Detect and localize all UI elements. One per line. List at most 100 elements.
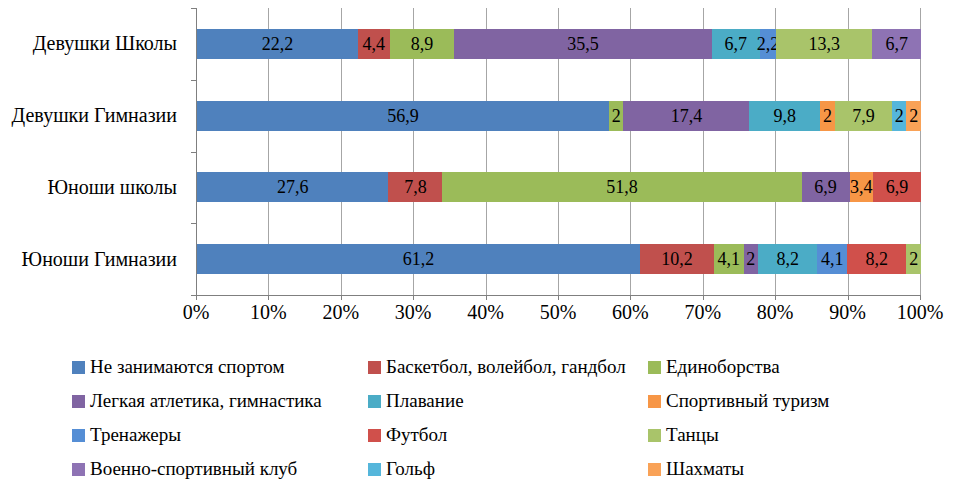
bar-segment-label: 13,3	[808, 35, 840, 53]
bar-segment: 27,6	[197, 172, 388, 202]
legend-swatch	[648, 395, 661, 408]
bar-segment: 6,7	[712, 29, 761, 59]
bar-segment: 8,2	[758, 244, 817, 274]
bar-segment: 17,4	[623, 101, 749, 131]
x-axis-tick	[920, 296, 921, 300]
legend-item: Легкая атлетика, гимнастика	[72, 384, 368, 418]
bar-segment-label: 27,6	[277, 178, 309, 196]
stacked-bar: 27,67,851,86,93,46,9	[197, 172, 921, 202]
x-axis-tick-label: 70%	[684, 301, 721, 324]
bar-segment-label: 22,2	[262, 35, 294, 53]
legend-item: Футбол	[368, 418, 648, 452]
bar-segment-label: 35,5	[567, 35, 599, 53]
legend-swatch	[648, 361, 661, 374]
x-axis-tick	[558, 296, 559, 300]
bar-segment-label: 10,2	[661, 250, 693, 268]
bar-segment-label: 2	[823, 107, 832, 125]
legend-label: Баскетбол, волейбол, гандбол	[386, 356, 626, 378]
legend-item: Не занимаются спортом	[72, 350, 368, 384]
chart-canvas: 22,24,48,935,56,72,213,36,756,9217,49,82…	[0, 0, 954, 496]
bar-segment: 8,9	[390, 29, 455, 59]
bar-segment: 3,4	[850, 172, 874, 202]
legend-swatch	[368, 463, 381, 476]
bar-segment: 8,2	[847, 244, 906, 274]
legend-item: Баскетбол, волейбол, гандбол	[368, 350, 648, 384]
bar-segment: 4,1	[817, 244, 847, 274]
legend-item: Военно-спортивный клуб	[72, 452, 368, 486]
bar-segment-label: 7,8	[404, 178, 427, 196]
legend-swatch	[72, 463, 85, 476]
legend-item: Единоборства	[648, 350, 932, 384]
legend: Не занимаются спортом Баскетбол, волейбол…	[72, 350, 932, 486]
y-axis-tick	[191, 223, 196, 224]
bar-segment: 6,9	[802, 172, 850, 202]
stacked-bar: 22,24,48,935,56,72,213,36,7	[197, 29, 921, 59]
bar-segment: 56,9	[197, 101, 609, 131]
legend-swatch	[648, 429, 661, 442]
category-label: Девушки Гимназии	[0, 80, 186, 152]
x-axis-tick-label: 40%	[467, 301, 504, 324]
category-label: Юноши Гимназии	[0, 223, 186, 295]
x-axis-tick-label: 60%	[612, 301, 649, 324]
plot-area: 22,24,48,935,56,72,213,36,756,9217,49,82…	[196, 8, 921, 296]
legend-swatch	[72, 429, 85, 442]
bar-segment-label: 3,4	[850, 178, 873, 196]
bar-segment: 4,1	[714, 244, 744, 274]
bar-segment-label: 2	[909, 107, 918, 125]
legend-item: Шахматы	[648, 452, 932, 486]
x-axis-tick	[196, 296, 197, 300]
legend-label: Легкая атлетика, гимнастика	[90, 390, 322, 412]
bar-segment-label: 4,1	[821, 250, 844, 268]
bar-segment-label: 8,2	[866, 250, 889, 268]
x-axis-tick-label: 80%	[757, 301, 794, 324]
legend-label: Не занимаются спортом	[90, 356, 284, 378]
bar-segment: 2	[906, 101, 920, 131]
category-label: Девушки Школы	[0, 8, 186, 80]
x-axis-tick-label: 0%	[183, 301, 210, 324]
legend-swatch	[368, 361, 381, 374]
y-axis-tick	[191, 152, 196, 153]
x-axis-tick	[630, 296, 631, 300]
legend-label: Гольф	[386, 458, 435, 480]
bar-segment-label: 6,9	[814, 178, 837, 196]
bar-segment: 2	[609, 101, 623, 131]
x-axis-tick	[848, 296, 849, 300]
bar-segment: 2	[820, 101, 834, 131]
bar-segment-label: 7,9	[852, 107, 875, 125]
legend-label: Единоборства	[666, 356, 780, 378]
x-axis-tick	[703, 296, 704, 300]
legend-label: Танцы	[666, 424, 719, 446]
x-axis-tick-label: 90%	[829, 301, 866, 324]
bar-segment: 2	[906, 244, 920, 274]
bar-segment-label: 6,7	[725, 35, 748, 53]
bar-segment: 22,2	[197, 29, 358, 59]
bar-segment: 7,9	[835, 101, 892, 131]
legend-label: Военно-спортивный клуб	[90, 458, 297, 480]
legend-label: Футбол	[386, 424, 447, 446]
bar-segment: 7,8	[388, 172, 442, 202]
bar-segment: 35,5	[454, 29, 711, 59]
bar-segment: 2	[892, 101, 906, 131]
bar-segment-label: 56,9	[387, 107, 419, 125]
x-axis-tick-label: 100%	[897, 301, 944, 324]
y-axis-tick	[191, 8, 196, 9]
bar-segment-label: 8,9	[411, 35, 434, 53]
bar-segment-label: 2	[746, 250, 755, 268]
x-axis-tick	[413, 296, 414, 300]
legend-swatch	[72, 361, 85, 374]
x-axis-tick	[486, 296, 487, 300]
stacked-bar: 56,9217,49,827,922	[197, 101, 921, 131]
bar-segment: 6,9	[873, 172, 921, 202]
x-axis-tick-label: 20%	[322, 301, 359, 324]
bar-segment-label: 17,4	[671, 107, 703, 125]
bar-segment: 61,2	[197, 244, 640, 274]
bar-segment: 2	[744, 244, 758, 274]
bar-segment-label: 8,2	[776, 250, 799, 268]
bar-segment-label: 61,2	[403, 250, 435, 268]
legend-item: Тренажеры	[72, 418, 368, 452]
x-axis-tick	[775, 296, 776, 300]
legend-swatch	[368, 429, 381, 442]
bar-segment-label: 2	[909, 250, 918, 268]
legend-item: Плавание	[368, 384, 648, 418]
bar-segment-label: 51,8	[606, 178, 638, 196]
